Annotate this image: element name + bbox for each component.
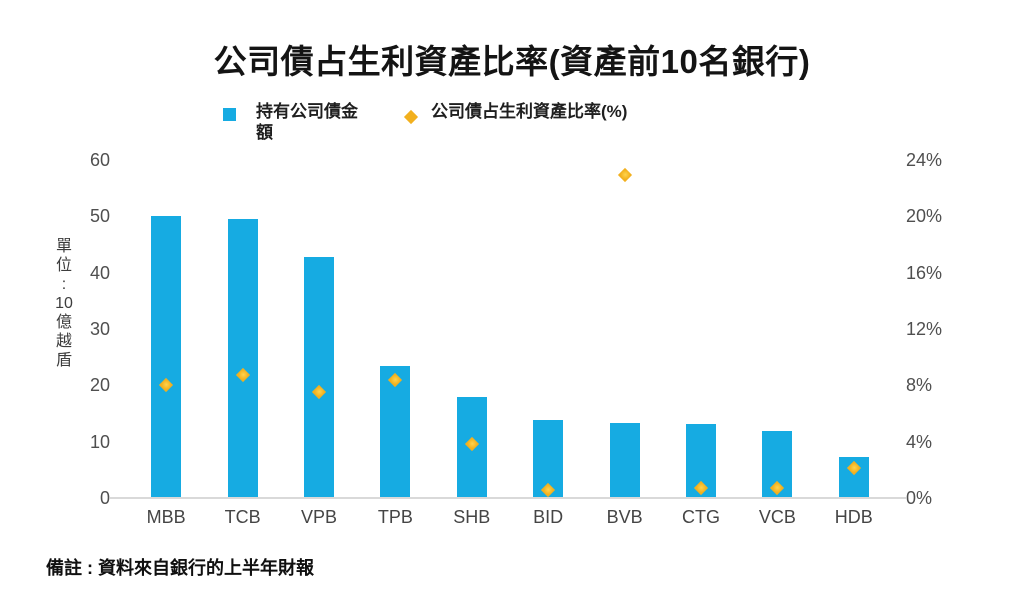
legend-diamond-icon xyxy=(403,109,419,125)
unit-label-char: 10 xyxy=(55,295,73,312)
left-axis-tick: 10 xyxy=(89,431,110,452)
x-label-BVB: BVB xyxy=(606,507,643,527)
bar-TCB xyxy=(227,219,258,498)
bar-MBB xyxy=(151,216,182,498)
left-axis-tick: 50 xyxy=(89,206,110,227)
x-label-VPB: VPB xyxy=(300,507,338,527)
x-label-VCB: VCB xyxy=(758,507,796,527)
unit-label-char: 單 xyxy=(55,238,72,255)
x-label-SHB: SHB xyxy=(453,507,491,527)
right-axis-tick: 12% xyxy=(906,319,943,339)
x-label-HDB: HDB xyxy=(834,507,873,527)
left-axis-tick: 60 xyxy=(89,150,110,170)
unit-label-char: 盾 xyxy=(55,352,72,369)
footnote: 備註 : 資料來自銀行的上半年財報 xyxy=(46,558,314,578)
right-axis-tick: 16% xyxy=(906,262,943,283)
left-axis-tick: 0 xyxy=(99,488,110,508)
left-axis-tick: 20 xyxy=(89,375,110,396)
legend-bar-swatch-icon xyxy=(223,108,236,121)
unit-label-char: 億 xyxy=(55,314,72,331)
left-axis-tick: 40 xyxy=(89,262,110,283)
x-label-CTG: CTG xyxy=(682,507,720,527)
ratio-marker-BVB xyxy=(617,168,632,183)
legend-item-ratio: 公司債占生利資產比率(%) xyxy=(431,102,628,121)
unit-label-char: 越 xyxy=(55,333,72,350)
right-axis-tick: 4% xyxy=(906,431,933,452)
x-label-MBB: MBB xyxy=(146,507,186,527)
x-label-TPB: TPB xyxy=(377,507,413,527)
unit-label-char: 位 xyxy=(55,257,72,274)
x-axis-line xyxy=(110,497,906,499)
legend-item-bond-amount: 持有公司債金額 xyxy=(256,102,358,142)
bar-VPB xyxy=(304,257,334,498)
x-label-BID: BID xyxy=(533,507,564,527)
right-axis-tick: 24% xyxy=(906,150,943,170)
chart-title: 公司債占生利資產比率(資產前10名銀行) xyxy=(213,43,811,80)
bar-TPB xyxy=(380,366,411,498)
left-axis-tick: 30 xyxy=(89,319,110,339)
x-label-TCB: TCB xyxy=(224,507,261,527)
bar-BVB xyxy=(609,423,640,498)
right-axis-tick: 0% xyxy=(906,488,933,508)
right-axis-tick: 8% xyxy=(906,375,933,396)
left-axis-unit-label: 單位: 10 億越盾 xyxy=(46,237,82,370)
right-axis-tick: 20% xyxy=(906,206,943,227)
unit-label-char: : xyxy=(61,276,67,293)
